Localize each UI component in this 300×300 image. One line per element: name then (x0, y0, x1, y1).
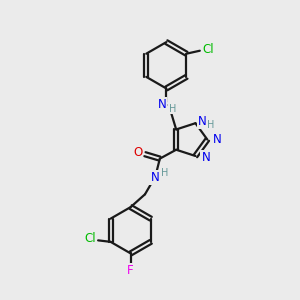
Text: F: F (128, 264, 134, 277)
Text: H: H (169, 104, 177, 114)
Text: N: N (201, 151, 210, 164)
Text: H: H (160, 168, 168, 178)
Text: Cl: Cl (85, 232, 96, 245)
Text: H: H (207, 120, 214, 130)
Text: N: N (213, 133, 222, 146)
Text: Cl: Cl (202, 43, 214, 56)
Text: O: O (133, 146, 142, 159)
Text: N: N (158, 98, 166, 111)
Text: N: N (198, 115, 206, 128)
Text: N: N (150, 171, 159, 184)
